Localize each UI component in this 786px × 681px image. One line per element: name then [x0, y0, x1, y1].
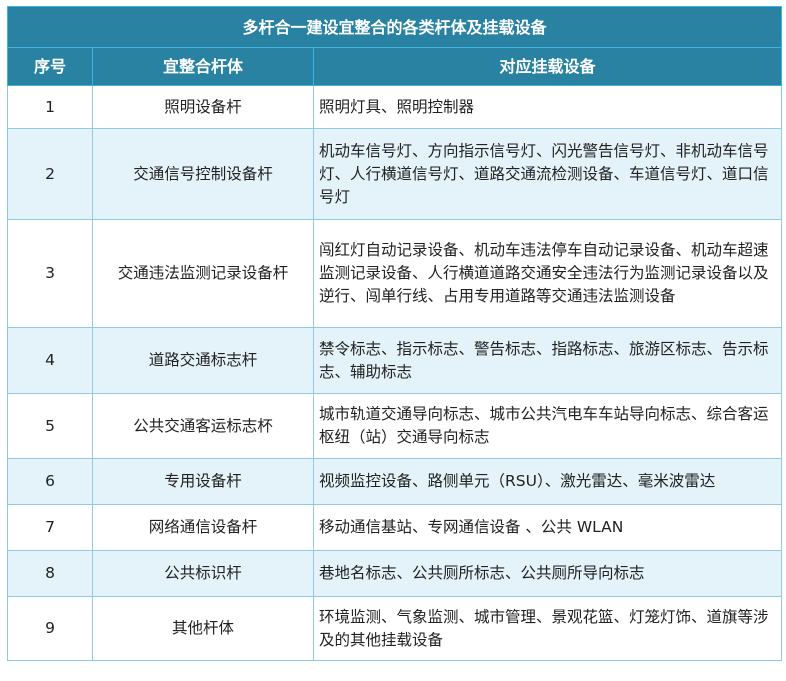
row-pole: 其他杆体 — [92, 596, 314, 661]
row-no: 2 — [7, 128, 93, 220]
table-row: 9 其他杆体 环境监测、气象监测、城市管理、景观花篮、灯笼灯饰、道旗等涉及的其他挂载… — [7, 596, 782, 661]
row-devices: 视频监控设备、路侧单元（RSU）、激光雷达、毫米波雷达 — [313, 458, 782, 505]
row-pole: 道路交通标志杆 — [92, 327, 314, 394]
row-devices: 巷地名标志、公共厕所标志、公共厕所导向标志 — [313, 550, 782, 597]
row-devices: 环境监测、气象监测、城市管理、景观花篮、灯笼灯饰、道旗等涉及的其他挂载设备 — [313, 596, 782, 661]
row-pole: 交通信号控制设备杆 — [92, 128, 314, 220]
row-pole: 专用设备杆 — [92, 458, 314, 505]
row-no: 1 — [7, 85, 93, 129]
header-no: 序号 — [7, 47, 93, 86]
table-row: 8 公共标识杆 巷地名标志、公共厕所标志、公共厕所导向标志 — [7, 550, 782, 597]
row-devices: 城市轨道交通导向标志、城市公共汽电车车站导向标志、综合客运枢纽（站）交通导向标志 — [313, 393, 782, 459]
row-devices: 闯红灯自动记录设备、机动车违法停车自动记录设备、机动车超速监测记录设备、人行横道… — [313, 219, 782, 328]
row-devices: 机动车信号灯、方向指示信号灯、闪光警告信号灯、非机动车信号灯、人行横道信号灯、道… — [313, 128, 782, 220]
table-row: 2 交通信号控制设备杆 机动车信号灯、方向指示信号灯、闪光警告信号灯、非机动车信号灯… — [7, 128, 782, 220]
row-no: 7 — [7, 504, 93, 551]
row-pole: 公共标识杆 — [92, 550, 314, 597]
row-no: 3 — [7, 219, 93, 328]
table-row: 5 公共交通客运标志杯 城市轨道交通导向标志、城市公共汽电车车站导向标志、综合客运枢… — [7, 393, 782, 459]
table-row: 1 照明设备杆 照明灯具、照明控制器 — [7, 85, 782, 129]
table-title: 多杆合一建设宜整合的各类杆体及挂载设备 — [7, 6, 782, 48]
header-pole: 宜整合杆体 — [92, 47, 314, 86]
pole-equipment-table: 多杆合一建设宜整合的各类杆体及挂载设备 序号 宜整合杆体 对应挂载设备 1 照明设… — [7, 6, 782, 661]
table-row: 7 网络通信设备杆 移动通信基站、专网通信设备 、公共 WLAN — [7, 504, 782, 551]
table-row: 6 专用设备杆 视频监控设备、路侧单元（RSU）、激光雷达、毫米波雷达 — [7, 458, 782, 505]
row-no: 5 — [7, 393, 93, 459]
row-pole: 公共交通客运标志杯 — [92, 393, 314, 459]
row-no: 8 — [7, 550, 93, 597]
row-pole: 照明设备杆 — [92, 85, 314, 129]
row-pole: 网络通信设备杆 — [92, 504, 314, 551]
row-no: 4 — [7, 327, 93, 394]
row-devices: 照明灯具、照明控制器 — [313, 85, 782, 129]
table-row: 4 道路交通标志杆 禁令标志、指示标志、警告标志、指路标志、旅游区标志、告示标志、辅… — [7, 327, 782, 394]
row-no: 9 — [7, 596, 93, 661]
row-no: 6 — [7, 458, 93, 505]
table-row: 3 交通违法监测记录设备杆 闯红灯自动记录设备、机动车违法停车自动记录设备、机动车超… — [7, 219, 782, 328]
row-devices: 移动通信基站、专网通信设备 、公共 WLAN — [313, 504, 782, 551]
row-pole: 交通违法监测记录设备杆 — [92, 219, 314, 328]
row-devices: 禁令标志、指示标志、警告标志、指路标志、旅游区标志、告示标志、辅助标志 — [313, 327, 782, 394]
header-devices: 对应挂载设备 — [313, 47, 782, 86]
